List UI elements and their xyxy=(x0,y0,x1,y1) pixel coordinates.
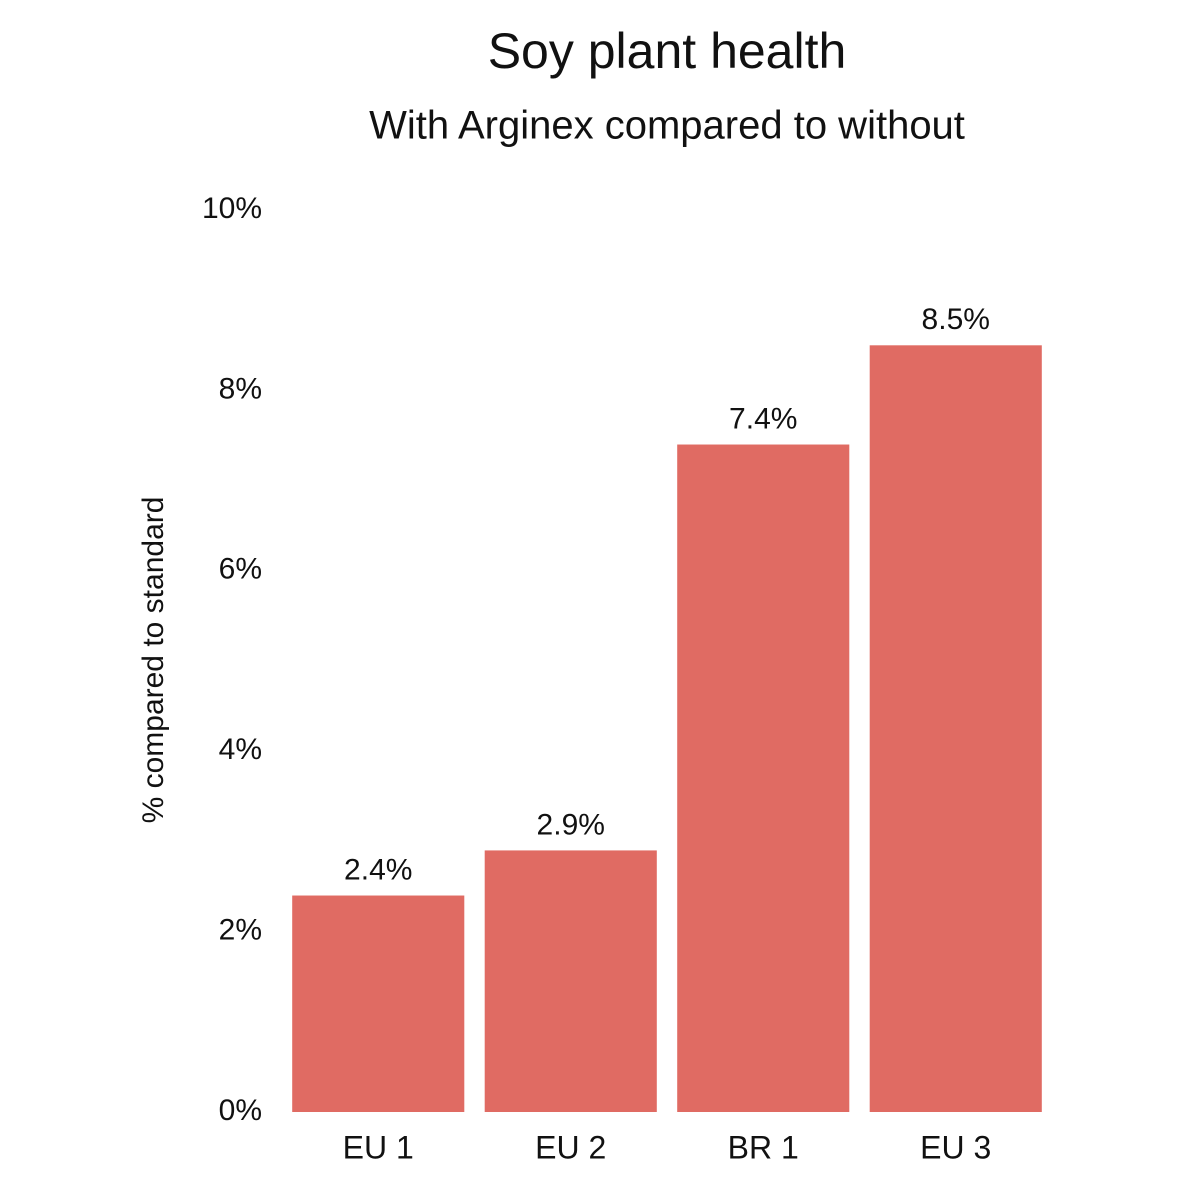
value-label: 2.4% xyxy=(344,853,412,886)
y-tick-label: 6% xyxy=(219,553,262,586)
bar xyxy=(677,444,850,1112)
chart-subtitle: With Arginex compared to without xyxy=(369,104,965,148)
y-tick-label: 4% xyxy=(219,733,262,766)
y-tick-label: 0% xyxy=(219,1094,262,1127)
y-tick-label: 2% xyxy=(219,914,262,947)
y-axis-label: % compared to standard xyxy=(137,497,170,824)
value-label: 7.4% xyxy=(729,402,797,435)
y-tick-label: 10% xyxy=(202,192,262,225)
value-label: 8.5% xyxy=(922,303,990,336)
x-tick-label: EU 3 xyxy=(920,1129,991,1165)
y-tick-label: 8% xyxy=(219,372,262,405)
bar xyxy=(869,345,1042,1112)
bar xyxy=(292,895,465,1112)
x-tick-label: EU 2 xyxy=(535,1129,606,1165)
value-label: 2.9% xyxy=(537,808,605,841)
x-tick-label: EU 1 xyxy=(343,1129,414,1165)
bar xyxy=(484,850,657,1112)
x-tick-label: BR 1 xyxy=(728,1129,799,1165)
chart-title: Soy plant health xyxy=(488,23,847,79)
